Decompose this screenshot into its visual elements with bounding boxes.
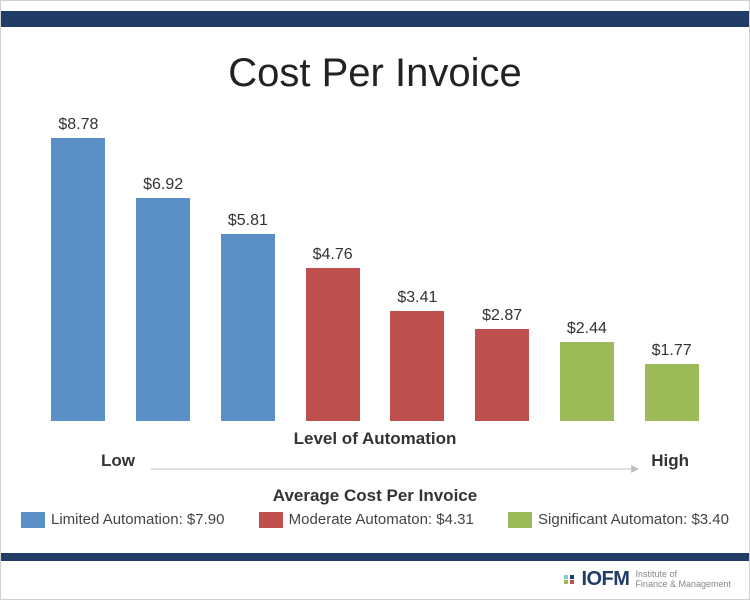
bar-chart: $8.78$6.92$5.81$4.76$3.41$2.87$2.44$1.77 [31,131,719,421]
bar-value-label: $1.77 [652,342,692,360]
legend-swatch [259,512,283,528]
legend: Limited Automation: $7.90 Moderate Automa… [21,511,729,528]
axis-low-label: Low [101,451,135,471]
bar-2: $5.81 [210,212,287,421]
logo-text: IOFM [581,568,629,591]
legend-title: Average Cost Per Invoice [273,486,477,506]
bar-3: $4.76 [294,246,371,421]
legend-swatch [21,512,45,528]
legend-item-0: Limited Automation: $7.90 [21,511,224,528]
bar-value-label: $8.78 [58,116,98,134]
footer-logo: IOFM Institute of Finance & Management [564,568,731,591]
logo-subtitle: Institute of Finance & Management [635,570,731,589]
bar-7: $1.77 [633,342,710,421]
bar-rect [51,138,105,421]
bar-rect [475,329,529,421]
bar-0: $8.78 [40,116,117,421]
logo-dots-icon [564,575,575,584]
legend-item-1: Moderate Automaton: $4.31 [259,511,474,528]
bar-1: $6.92 [125,176,202,421]
bar-4: $3.41 [379,289,456,421]
bar-rect [390,311,444,421]
bar-value-label: $4.76 [313,246,353,264]
legend-text: Significant Automaton: $3.40 [538,511,729,528]
bar-value-label: $6.92 [143,176,183,194]
bar-6: $2.44 [549,320,626,421]
bar-rect [560,342,614,421]
chart-title: Cost Per Invoice [1,51,749,96]
bar-rect [306,268,360,421]
legend-text: Limited Automation: $7.90 [51,511,224,528]
automation-arrow [151,461,639,462]
legend-item-2: Significant Automaton: $3.40 [508,511,729,528]
bar-value-label: $2.87 [482,307,522,325]
bar-value-label: $3.41 [397,289,437,307]
bar-rect [221,234,275,421]
bar-value-label: $2.44 [567,320,607,338]
axis-high-label: High [651,451,689,471]
bar-rect [645,364,699,421]
bar-rect [136,198,190,421]
legend-swatch [508,512,532,528]
bottom-accent-bar [1,553,749,561]
top-accent-bar [1,11,749,27]
legend-text: Moderate Automaton: $4.31 [289,511,474,528]
bar-value-label: $5.81 [228,212,268,230]
slide-container: Cost Per Invoice $8.78 $6.92 $5.81 $4.76 $3.… [0,0,750,600]
x-axis-label: Level of Automation [294,429,457,449]
bar-5: $2.87 [464,307,541,421]
